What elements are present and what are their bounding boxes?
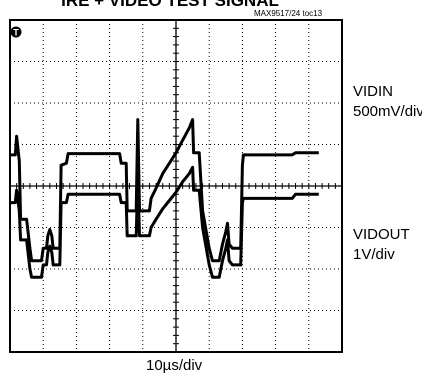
grid	[9, 19, 343, 353]
chart-title: IRE + VIDEO TEST SIGNAL	[61, 0, 279, 10]
trace-vidin	[10, 118, 319, 263]
trigger-marker-icon	[10, 26, 22, 38]
channel-1-label: VIDIN 500mV/div	[353, 82, 422, 122]
channel-2-label: VIDOUT 1V/div	[353, 225, 410, 265]
trigger-marker-label: T	[13, 28, 19, 38]
trace-vidout	[10, 165, 319, 279]
markers: T	[10, 26, 22, 38]
channel-2-scale: 1V/div	[353, 246, 395, 263]
channel-1-name: VIDIN	[353, 83, 394, 100]
channel-1-scale: 500mV/div	[353, 103, 422, 120]
channel-2-name: VIDOUT	[353, 226, 410, 243]
figure-id: MAX9517/24 toc13	[254, 9, 323, 18]
x-axis-label: 10µs/div	[146, 357, 203, 374]
traces	[10, 118, 319, 279]
